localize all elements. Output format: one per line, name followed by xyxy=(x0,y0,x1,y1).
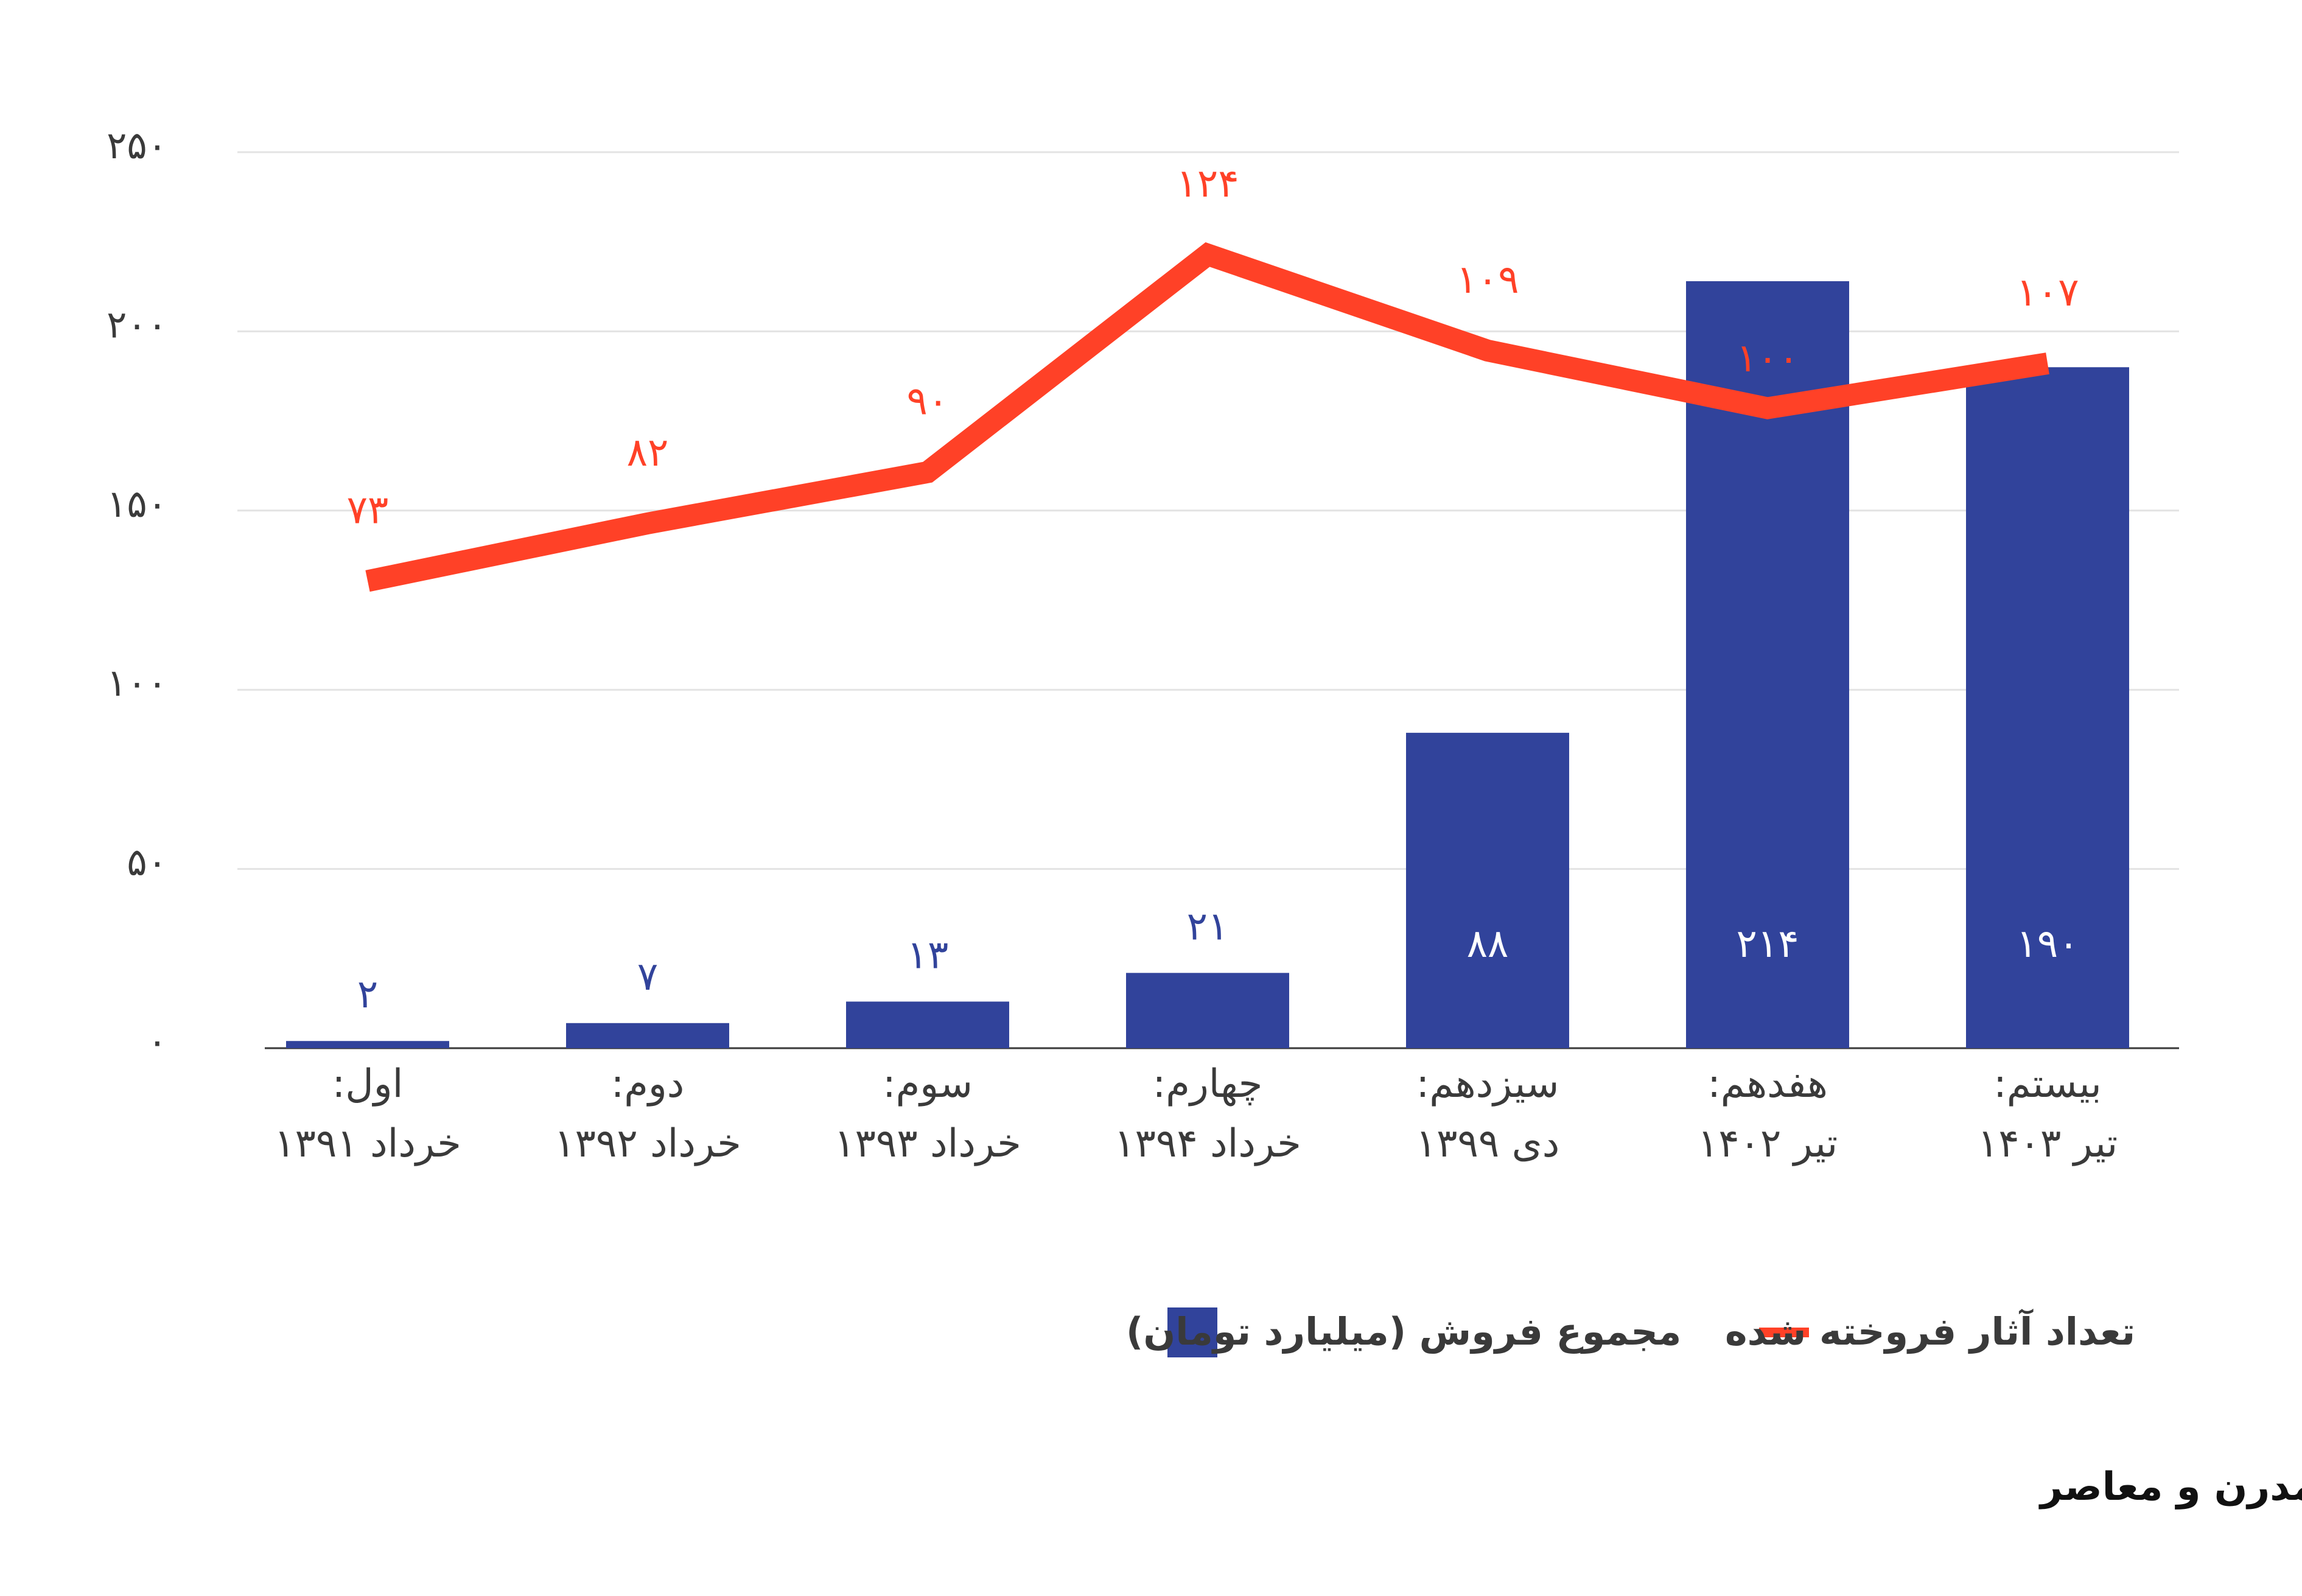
x-tick-label-line2: خرداد ۱۳۹۴ xyxy=(1114,1121,1301,1166)
y-tick-label: ۲۵۰ xyxy=(107,123,167,167)
x-tick-label-line2: خرداد ۱۳۹۳ xyxy=(834,1121,1021,1166)
chart-title: مجموع فروش و تعداد آثار فروخته‌شده در هف… xyxy=(2038,1462,2302,1510)
x-tick-label-line1: چهارم: xyxy=(1153,1062,1263,1107)
legend-bar-swatch xyxy=(1167,1307,1217,1357)
legend-line-swatch xyxy=(1759,1328,1809,1337)
x-tick-label-line1: سیزدهم: xyxy=(1416,1062,1559,1107)
bar xyxy=(1966,367,2129,1048)
bar-value-label: ۲۱۴ xyxy=(1736,922,1799,967)
line-value-label: ۱۰۷ xyxy=(2016,270,2079,315)
y-tick-label: ۱۰۰ xyxy=(107,660,167,705)
x-tick-label-line2: دی ۱۳۹۹ xyxy=(1416,1121,1559,1166)
line-value-label: ۷۳ xyxy=(347,488,389,533)
bar xyxy=(846,1001,1009,1048)
bar xyxy=(566,1023,729,1048)
x-tick-label-line1: اول: xyxy=(332,1062,404,1107)
bar-value-label: ۲ xyxy=(357,972,378,1017)
line-series: ۷۳ ۸۲ ۹۰ ۱۲۴ ۱۰۹ ۱۰۰ ۱۰۷ xyxy=(347,161,2079,592)
bar-value-label: ۷ xyxy=(637,954,658,999)
x-tick-label-line2: تیر ۱۴۰۲ xyxy=(1698,1121,1838,1166)
line-value-label: ۱۲۴ xyxy=(1176,161,1239,206)
bar-value-label: ۱۹۰ xyxy=(2016,922,2079,967)
y-axis: ۰ ۵۰ ۱۰۰ ۱۵۰ ۲۰۰ ۲۵۰ xyxy=(107,123,2179,1063)
legend-bar-label: مجموع فروش (میلیارد تومان) xyxy=(1126,1309,1681,1354)
bar xyxy=(1126,973,1289,1048)
x-tick-label-line2: تیر ۱۴۰۳ xyxy=(1978,1121,2118,1166)
x-tick-label-line1: بیستم: xyxy=(1993,1062,2102,1107)
x-tick-label-line2: خرداد ۱۳۹۲ xyxy=(554,1121,741,1166)
y-tick-label: ۲۰۰ xyxy=(107,302,167,346)
x-axis: اول: خرداد ۱۳۹۱ دوم: خرداد ۱۳۹۲ سوم: خرداد ۱۳… xyxy=(274,1062,2118,1166)
line-value-label: ۸۲ xyxy=(627,430,669,475)
line-value-label: ۱۰۹ xyxy=(1456,257,1519,303)
line-value-label: ۹۰ xyxy=(907,379,949,424)
y-tick-label: ۱۵۰ xyxy=(107,481,167,526)
x-tick-label-line2: خرداد ۱۳۹۱ xyxy=(274,1121,461,1166)
bar xyxy=(286,1041,449,1048)
bar-value-label: ۲۱ xyxy=(1187,904,1229,949)
x-tick-label-line1: هفدهم: xyxy=(1707,1062,1828,1107)
x-tick-label-line1: دوم: xyxy=(611,1062,685,1107)
line-path xyxy=(365,242,2049,592)
legend: مجموع فروش (میلیارد تومان) تعداد آثار فر… xyxy=(1126,1307,2135,1357)
bar-series: ۲ ۷ ۱۳ ۲۱ ۸۸ ۲۱۴ ۱۹۰ xyxy=(286,281,2129,1048)
legend-line-label: تعداد آثار فروخته شده xyxy=(1725,1308,2135,1354)
grid-lines xyxy=(237,151,2179,870)
x-tick-label-line1: سوم: xyxy=(883,1062,973,1107)
bar-value-label: ۱۳ xyxy=(907,933,949,978)
y-tick-label: ۰ xyxy=(147,1019,167,1063)
y-tick-label: ۵۰ xyxy=(127,840,167,884)
bar-value-label: ۸۸ xyxy=(1467,922,1509,967)
line-value-label: ۱۰۰ xyxy=(1736,336,1799,381)
bar xyxy=(1406,732,1569,1048)
